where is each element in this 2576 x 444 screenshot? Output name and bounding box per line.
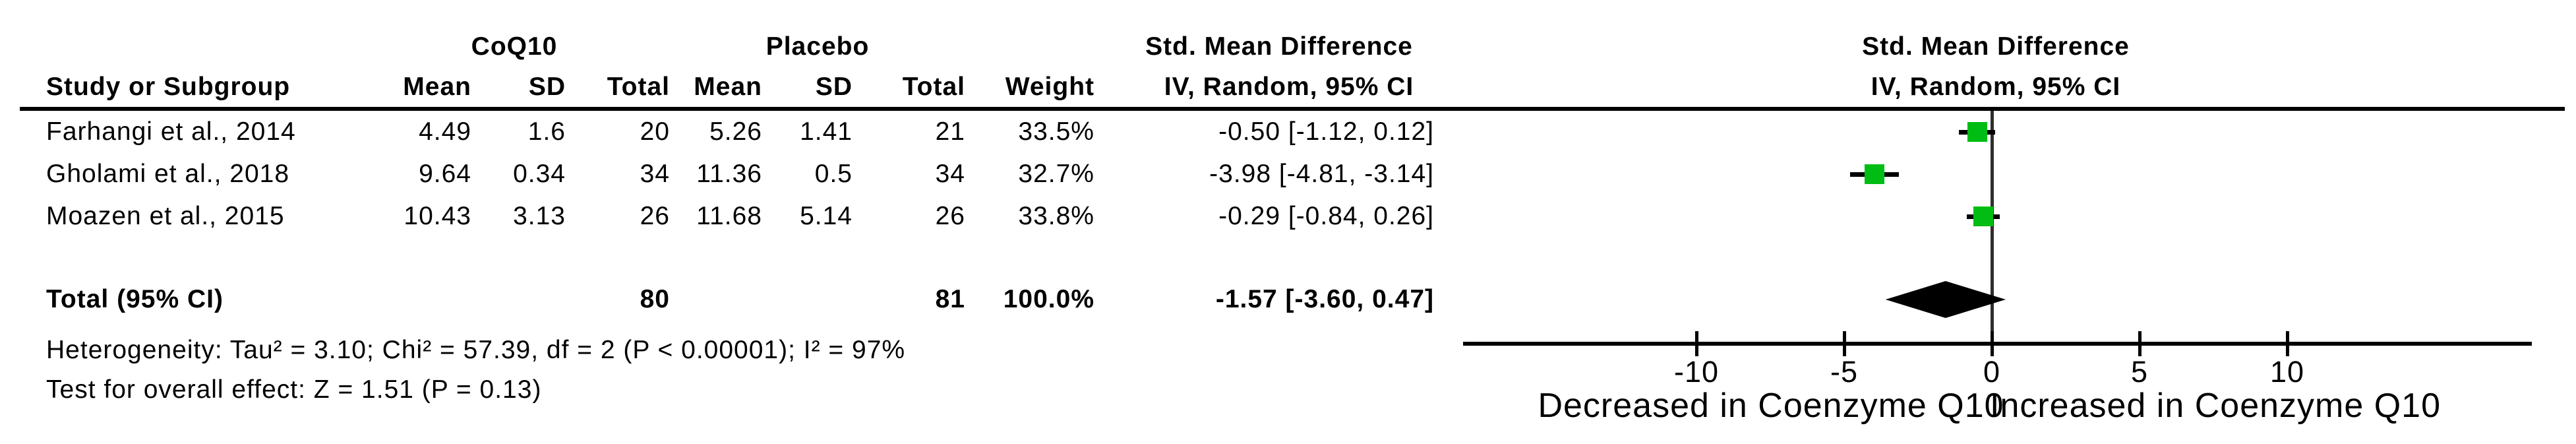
axis-tick-label: -5	[1830, 355, 1858, 389]
col-header-sd2: SD	[815, 73, 853, 101]
header-rule	[20, 107, 2565, 111]
mean1-cell: 10.43	[404, 202, 471, 230]
sd1-cell: 1.6	[527, 117, 566, 146]
plot-subtitle: IV, Random, 95% CI	[1871, 73, 2121, 101]
total-label: Total (95% CI)	[46, 285, 224, 313]
overall-ci-text: -1.57 [-3.60, 0.47]	[1215, 285, 1434, 313]
total1-cell: 34	[640, 160, 670, 188]
effect-square	[1864, 164, 1884, 184]
sd1-cell: 3.13	[513, 202, 566, 230]
col-header-total1: Total	[607, 73, 670, 101]
mean2-cell: 11.36	[696, 160, 762, 188]
group2-header: Placebo	[765, 32, 870, 61]
axis-tick	[1695, 331, 1698, 356]
mean1-cell: 9.64	[419, 160, 471, 188]
effect-square	[1973, 206, 1993, 226]
sd2-cell: 0.5	[814, 160, 853, 188]
axis-tick	[2286, 331, 2289, 356]
ci-text-cell: -0.50 [-1.12, 0.12]	[1218, 117, 1434, 146]
axis-label-right: Increased in Coenzyme Q10	[1989, 387, 2441, 425]
col-header-mean1: Mean	[403, 73, 471, 101]
study-name: Gholami et al., 2018	[46, 160, 290, 188]
mean1-cell: 4.49	[419, 117, 471, 146]
axis-tick-label: -10	[1673, 355, 1720, 389]
col-header-effect: IV, Random, 95% CI	[1164, 73, 1414, 101]
sd2-cell: 5.14	[800, 202, 853, 230]
total2-cell: 26	[935, 202, 965, 230]
weight-cell: 33.8%	[1018, 202, 1094, 230]
col-header-mean2: Mean	[694, 73, 762, 101]
axis-tick	[1991, 331, 1994, 356]
overall-effect-text: Test for overall effect: Z = 1.51 (P = 0…	[46, 375, 542, 404]
weight-sum: 100.0%	[1003, 285, 1094, 313]
total1-cell: 20	[640, 117, 670, 146]
total2-cell: 21	[935, 117, 965, 146]
study-name: Farhangi et al., 2014	[46, 117, 296, 146]
col-header-total2: Total	[902, 73, 965, 101]
total2-cell: 34	[935, 160, 965, 188]
axis-line	[1463, 342, 2532, 346]
ci-text-cell: -0.29 [-0.84, 0.26]	[1218, 202, 1434, 230]
col-header-weight: Weight	[1005, 73, 1094, 101]
axis-tick-label: 0	[1983, 355, 2001, 389]
col-header-study: Study or Subgroup	[46, 73, 291, 101]
mean2-cell: 11.68	[696, 202, 762, 230]
sd1-cell: 0.34	[513, 160, 566, 188]
plot-title: Std. Mean Difference	[1862, 32, 2130, 61]
sd2-cell: 1.41	[800, 117, 853, 146]
group1-header: CoQ10	[471, 32, 558, 61]
axis-label-left: Decreased in Coenzyme Q10	[1538, 387, 2004, 425]
axis-tick-label: 5	[2130, 355, 2149, 389]
total2-sum: 81	[935, 285, 965, 313]
overall-diamond	[1885, 281, 2006, 318]
axis-tick-label: 10	[2269, 355, 2305, 389]
col-header-sd1: SD	[528, 73, 566, 101]
effect-square	[1967, 122, 1987, 142]
zero-line	[1991, 111, 1994, 346]
study-name: Moazen et al., 2015	[46, 202, 285, 230]
mean2-cell: 5.26	[709, 117, 762, 146]
effect-header-left: Std. Mean Difference	[1145, 32, 1413, 61]
total1-sum: 80	[640, 285, 670, 313]
axis-tick	[1843, 331, 1846, 356]
ci-text-cell: -3.98 [-4.81, -3.14]	[1209, 160, 1434, 188]
weight-cell: 32.7%	[1018, 160, 1094, 188]
heterogeneity-text: Heterogeneity: Tau² = 3.10; Chi² = 57.39…	[46, 336, 906, 364]
axis-tick	[2138, 331, 2142, 356]
total1-cell: 26	[640, 202, 670, 230]
weight-cell: 33.5%	[1018, 117, 1094, 146]
